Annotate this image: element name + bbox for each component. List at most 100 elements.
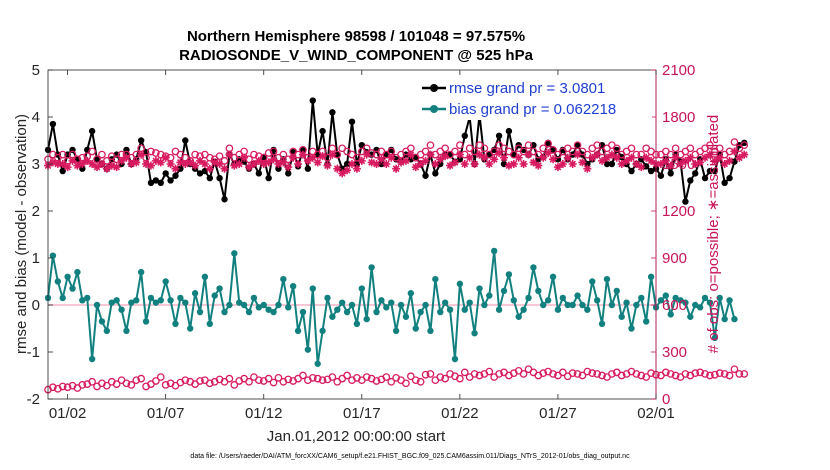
bias-point-133 bbox=[696, 304, 704, 311]
assimilated-point-117 bbox=[617, 160, 626, 168]
bias-point-37 bbox=[226, 301, 233, 309]
bias-point-101 bbox=[540, 301, 547, 309]
possible-point-35 bbox=[215, 152, 224, 161]
assimilated-point-51 bbox=[294, 160, 303, 168]
assimilated-point-73 bbox=[401, 156, 410, 165]
rmse-point-53 bbox=[304, 165, 312, 172]
bias-point-118 bbox=[623, 299, 630, 306]
y-right-tick-label-0: 0 bbox=[662, 391, 670, 408]
possible-point-84 bbox=[456, 141, 464, 150]
bias-point-33 bbox=[206, 320, 214, 327]
series-possible bbox=[44, 138, 749, 165]
possible-low-point-80 bbox=[436, 373, 445, 381]
bias-point-132 bbox=[692, 301, 699, 309]
assimilated-point-67 bbox=[372, 160, 381, 168]
bias-point-29 bbox=[186, 325, 194, 332]
bias-point-17 bbox=[128, 299, 135, 306]
assimilated-point-86 bbox=[465, 153, 474, 162]
bias-point-44 bbox=[260, 301, 267, 309]
assimilated-point-112 bbox=[593, 150, 602, 159]
bias-point-74 bbox=[407, 290, 415, 297]
bias-point-40 bbox=[240, 301, 248, 309]
possible-low-point-101 bbox=[539, 369, 548, 377]
rmse-point-142 bbox=[741, 139, 748, 147]
assimilated-point-132 bbox=[691, 160, 700, 168]
assimilated-point-23 bbox=[156, 158, 165, 167]
y-axis-label-right: # of obs: o=possible; ∗=assimilated bbox=[705, 115, 722, 354]
bias-point-5 bbox=[69, 285, 76, 292]
bias-point-123 bbox=[647, 273, 655, 280]
rmse-point-22 bbox=[152, 177, 160, 184]
bias-point-48 bbox=[280, 275, 287, 283]
assimilated-point-81 bbox=[441, 152, 450, 161]
bias-point-92 bbox=[495, 306, 503, 313]
assimilated-point-13 bbox=[107, 161, 116, 170]
assimilated-point-110 bbox=[583, 164, 592, 173]
assimilated-point-62 bbox=[348, 160, 356, 168]
assimilated-point-113 bbox=[598, 156, 607, 165]
assimilated-point-5 bbox=[68, 156, 77, 165]
possible-low-point-24 bbox=[161, 381, 170, 389]
bias-point-102 bbox=[544, 297, 552, 304]
assimilated-point-7 bbox=[78, 160, 87, 168]
assimilated-point-78 bbox=[426, 150, 435, 159]
bias-point-119 bbox=[628, 325, 635, 332]
bias-point-25 bbox=[167, 297, 174, 304]
x-tick-label-5: 01/27 bbox=[539, 405, 577, 422]
bias-point-57 bbox=[324, 294, 331, 302]
assimilated-point-120 bbox=[632, 160, 641, 168]
bias-point-100 bbox=[535, 287, 542, 295]
assimilated-point-93 bbox=[500, 153, 508, 162]
bias-point-22 bbox=[152, 299, 160, 306]
bias-point-128 bbox=[672, 294, 679, 302]
possible-low-point-120 bbox=[632, 370, 641, 378]
x-tick-label-0: 01/02 bbox=[49, 405, 87, 422]
possible-point-142 bbox=[740, 141, 749, 150]
bias-point-55 bbox=[314, 360, 321, 367]
bias-point-134 bbox=[701, 294, 709, 302]
assimilated-point-103 bbox=[549, 155, 558, 164]
rmse-point-21 bbox=[147, 179, 155, 186]
bias-point-117 bbox=[618, 313, 625, 320]
possible-low-point-70 bbox=[387, 377, 396, 386]
possible-point-128 bbox=[671, 144, 680, 153]
rmse-point-94 bbox=[505, 127, 513, 135]
rmse-point-80 bbox=[437, 160, 444, 168]
rmse-point-135 bbox=[706, 167, 714, 175]
bias-point-31 bbox=[196, 308, 204, 316]
rmse-point-27 bbox=[177, 165, 184, 172]
assimilated-point-135 bbox=[705, 150, 714, 159]
y-tick-label-6: 4 bbox=[32, 109, 40, 126]
assimilated-point-31 bbox=[196, 156, 204, 165]
bias-point-21 bbox=[147, 294, 155, 302]
y-right-tick-label-1: 300 bbox=[662, 344, 687, 361]
possible-point-107 bbox=[568, 147, 577, 156]
bias-point-98 bbox=[525, 294, 532, 302]
rmse-point-123 bbox=[647, 167, 655, 175]
possible-low-point-4 bbox=[63, 383, 72, 392]
y-tick-label-2: 0 bbox=[32, 297, 40, 314]
assimilated-point-142 bbox=[740, 150, 749, 159]
possible-low-point-127 bbox=[666, 370, 675, 378]
bias-point-32 bbox=[201, 273, 209, 280]
possible-point-135 bbox=[706, 141, 714, 150]
bias-point-36 bbox=[221, 308, 228, 316]
possible-low-point-133 bbox=[696, 368, 704, 377]
assimilated-point-71 bbox=[392, 164, 401, 173]
possible-point-11 bbox=[98, 150, 106, 159]
bias-point-24 bbox=[162, 278, 169, 285]
assimilated-point-77 bbox=[421, 156, 430, 165]
bias-point-6 bbox=[74, 268, 81, 276]
possible-low-point-138 bbox=[720, 370, 729, 378]
possible-point-83 bbox=[451, 147, 459, 156]
assimilated-point-141 bbox=[735, 153, 744, 162]
bias-point-69 bbox=[383, 304, 390, 311]
possible-low-point-107 bbox=[568, 369, 577, 377]
assimilated-point-108 bbox=[573, 150, 582, 159]
series-possible-low bbox=[44, 365, 749, 394]
bias-point-76 bbox=[417, 308, 424, 316]
assimilated-point-27 bbox=[176, 158, 185, 167]
y-right-tick-label-7: 2100 bbox=[662, 62, 695, 79]
possible-low-point-3 bbox=[58, 382, 67, 391]
bias-point-84 bbox=[456, 280, 464, 288]
